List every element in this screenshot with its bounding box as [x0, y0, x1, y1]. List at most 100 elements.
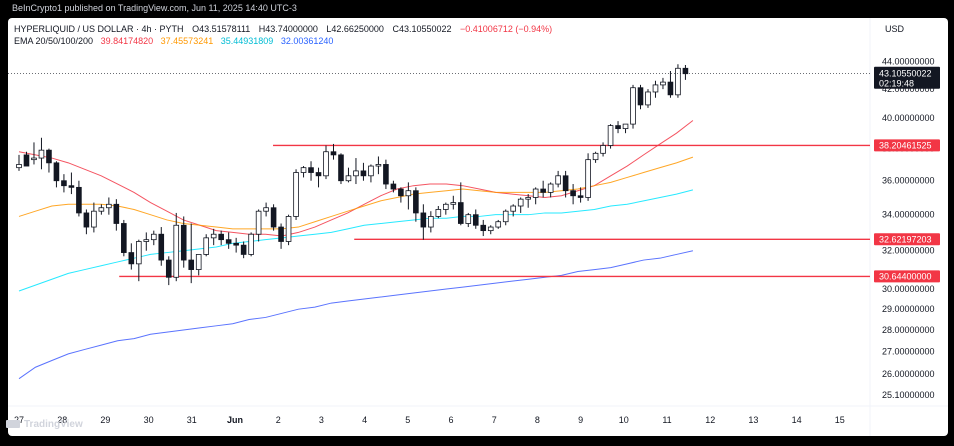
candle-body	[682, 67, 689, 75]
candle-body	[16, 164, 22, 169]
candle-body	[660, 81, 666, 86]
candle-body	[278, 226, 284, 242]
x-tick-label: 28	[57, 415, 67, 425]
last-price-label: 43.10550022	[879, 69, 932, 79]
open-value: O43.51578111	[192, 24, 251, 34]
candle-body	[562, 175, 569, 192]
candle-body	[23, 154, 30, 167]
candle-body	[450, 202, 457, 205]
candle-body	[368, 165, 374, 177]
x-tick-label: 12	[705, 415, 715, 425]
ema-label: EMA 20/50/100/200	[14, 36, 94, 46]
close-value: C43.10550022	[392, 24, 452, 34]
x-tick-label: 30	[144, 415, 154, 425]
candle-body	[525, 197, 531, 200]
y-tick-label: 28.00000000	[882, 325, 935, 335]
candle-body	[383, 164, 389, 185]
candle-body	[555, 175, 561, 185]
candle-body	[263, 207, 269, 212]
ema-legend: EMA 20/50/100/200 39.84174820 37.4557324…	[14, 36, 333, 46]
candle-body	[428, 216, 434, 228]
candle-body	[203, 237, 210, 255]
y-tick-label: 40.00000000	[882, 113, 935, 123]
price-chart[interactable]: 44.0000000042.0000000040.0000000038.0000…	[8, 18, 948, 436]
currency-label: USD	[885, 24, 905, 34]
candle-body	[248, 233, 254, 255]
candle-body	[353, 170, 359, 177]
x-tick-label: 29	[100, 415, 110, 425]
candle-body	[540, 188, 546, 193]
x-tick-label: 13	[748, 415, 758, 425]
candle-body	[405, 190, 412, 197]
candle-body	[413, 190, 419, 214]
candle-body	[83, 212, 90, 228]
x-tick-label: 14	[792, 415, 802, 425]
candle-body	[375, 164, 382, 167]
candle-body	[233, 242, 239, 246]
candle-body	[547, 183, 554, 193]
candle-body	[106, 203, 112, 209]
candle-body	[143, 239, 150, 242]
x-tick-label: 31	[187, 415, 197, 425]
change-value: −0.41006712 (−0.94%)	[460, 24, 553, 34]
candle-body	[510, 205, 517, 212]
x-tick-label: 7	[492, 415, 497, 425]
candle-body	[390, 183, 397, 190]
candle-body	[315, 172, 322, 177]
candle-body	[360, 170, 367, 177]
candle-body	[487, 226, 494, 232]
candle-body	[180, 224, 187, 261]
candle-body	[121, 223, 127, 253]
candle-body	[98, 207, 105, 212]
candle-body	[61, 180, 67, 187]
candle-body	[502, 210, 509, 223]
candle-body	[592, 152, 599, 161]
candle-body	[270, 207, 277, 228]
candle-body	[570, 190, 576, 197]
chart-pane[interactable]: 44.0000000042.0000000040.0000000038.0000…	[8, 18, 948, 436]
candle-body	[128, 252, 135, 265]
candle-body	[323, 151, 329, 177]
ema20-value: 39.84174820	[100, 36, 154, 46]
candle-body	[158, 233, 165, 261]
candle-body	[495, 221, 502, 228]
x-tick-label: 8	[535, 415, 540, 425]
candle-body	[622, 123, 629, 130]
candle-body	[577, 195, 584, 198]
candle-body	[218, 233, 224, 241]
y-tick-label: 44.00000000	[882, 57, 935, 67]
candle-body	[675, 67, 681, 96]
candle-body	[607, 125, 614, 146]
candle-body	[330, 151, 337, 156]
ema200-value: 32.00361240	[280, 36, 334, 46]
candle-body	[630, 87, 636, 125]
candle-body	[600, 145, 606, 154]
y-tick-label: 29.00000000	[882, 304, 935, 314]
candle-body	[480, 224, 487, 232]
candle-body	[472, 214, 479, 226]
candle-body	[435, 209, 442, 217]
tradingview-logo[interactable]: TradingView	[6, 419, 83, 430]
ema200-line	[18, 250, 694, 380]
candle-body	[225, 239, 232, 244]
x-tick-label: 10	[619, 415, 629, 425]
candle-body	[532, 188, 539, 198]
countdown-label: 02:19:48	[879, 79, 914, 89]
candle-body	[652, 84, 659, 93]
x-tick-label: Jun	[227, 415, 243, 425]
candle-body	[38, 149, 45, 159]
candle-body	[136, 241, 142, 265]
candle-body	[68, 185, 75, 188]
candle-body	[91, 210, 97, 228]
candle-body	[285, 216, 292, 242]
candle-body	[173, 224, 180, 278]
candle-body	[188, 259, 195, 270]
x-tick-label: 9	[578, 415, 583, 425]
x-tick-label: 5	[405, 415, 410, 425]
tradingview-logo-icon	[6, 420, 20, 429]
candle-body	[517, 198, 524, 207]
logo-text: TradingView	[24, 419, 83, 430]
ema100-value: 35.44931809	[220, 36, 274, 46]
low-value: L42.66250000	[326, 24, 384, 34]
